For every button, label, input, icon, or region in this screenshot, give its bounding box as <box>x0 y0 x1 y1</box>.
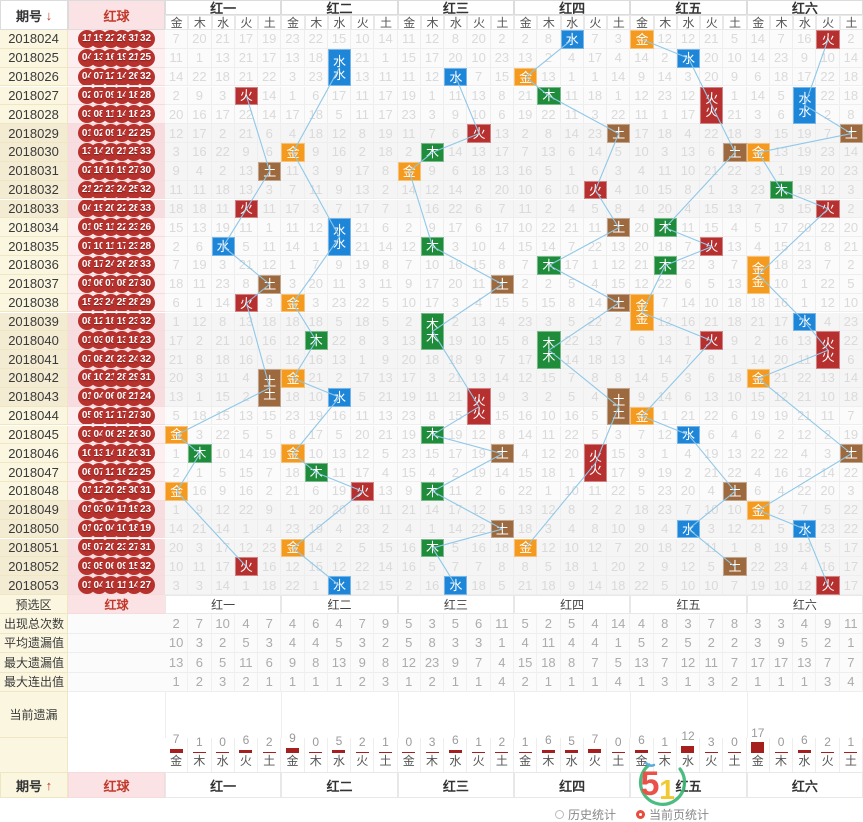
svg-text:1: 1 <box>659 774 675 805</box>
svg-text:5: 5 <box>641 765 660 803</box>
